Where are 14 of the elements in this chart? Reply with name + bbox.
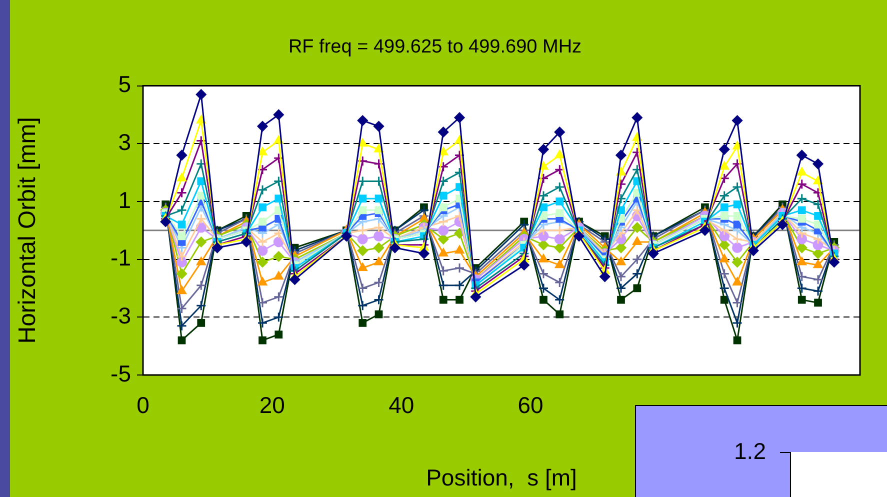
y-tick-label: -3 bbox=[110, 302, 131, 329]
y-tick-label: 1 bbox=[118, 186, 131, 213]
x-axis-title: Position, s [m] bbox=[426, 464, 577, 491]
inset-panel: 1.2 bbox=[635, 405, 887, 497]
x-tick-label: 40 bbox=[388, 392, 414, 418]
chart-title: RF freq = 499.625 to 499.690 MHz bbox=[288, 36, 582, 58]
x-tick-label: 20 bbox=[259, 392, 285, 418]
x-tick-label: 60 bbox=[518, 392, 544, 418]
y-axis-title: Horizontal Orbit [mm] bbox=[14, 117, 42, 344]
x-tick-label: 0 bbox=[136, 392, 150, 418]
y-tick-label: -5 bbox=[110, 360, 131, 386]
y-tick-label: 5 bbox=[118, 71, 131, 98]
y-tick-label: 3 bbox=[118, 128, 131, 155]
y-tick-label: -1 bbox=[110, 244, 131, 271]
